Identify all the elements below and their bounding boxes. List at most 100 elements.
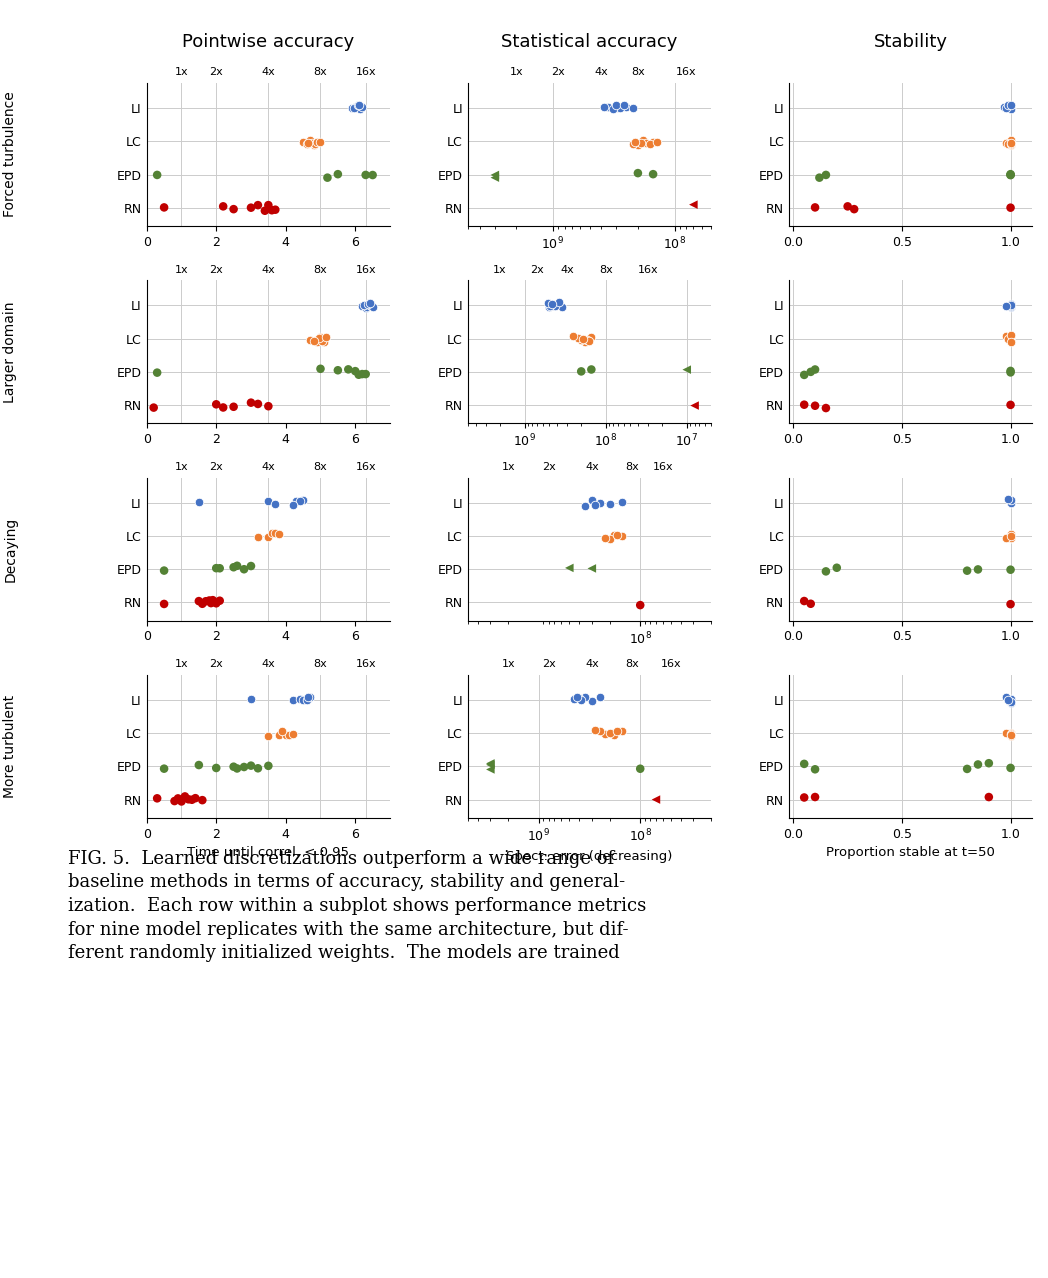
X-axis label: Time until correl. < 0.95: Time until correl. < 0.95 [188, 846, 349, 859]
Point [630, 134, 647, 155]
Text: 1x: 1x [501, 659, 515, 670]
Point [284, 495, 301, 515]
Point [260, 491, 277, 511]
Text: Decaying: Decaying [3, 516, 18, 581]
Point [569, 327, 586, 348]
Point [300, 686, 316, 707]
Point [482, 754, 499, 774]
Point [541, 296, 558, 317]
Point [981, 787, 998, 808]
Point [1002, 134, 1019, 155]
Point [260, 726, 277, 746]
Point [173, 791, 190, 812]
Point [312, 327, 329, 348]
Point [294, 132, 311, 152]
Text: 4x: 4x [262, 659, 276, 670]
Point [1002, 492, 1019, 512]
Point [609, 721, 626, 741]
Point [249, 758, 266, 778]
Point [998, 722, 1014, 743]
Point [1002, 132, 1019, 152]
Point [591, 721, 608, 741]
Point [1002, 726, 1019, 746]
Point [242, 755, 259, 776]
Point [550, 291, 567, 312]
Point [591, 688, 608, 708]
Point [1002, 524, 1019, 544]
Point [614, 492, 631, 512]
Point [146, 397, 162, 418]
Point [267, 493, 284, 514]
Point [486, 167, 503, 188]
Text: 8x: 8x [313, 659, 327, 670]
Point [1002, 528, 1019, 548]
Point [1002, 97, 1019, 118]
Text: 4x: 4x [560, 265, 574, 275]
Point [194, 593, 211, 613]
Point [1002, 164, 1019, 184]
Text: 2x: 2x [551, 68, 565, 78]
Point [183, 790, 200, 810]
Point [191, 755, 208, 776]
Point [795, 364, 812, 385]
Point [149, 165, 166, 185]
Point [606, 525, 623, 546]
Point [998, 98, 1014, 119]
Point [569, 686, 586, 707]
Point [959, 759, 976, 780]
Point [1002, 725, 1019, 745]
Point [649, 132, 665, 152]
Point [482, 753, 499, 773]
Point [486, 165, 503, 185]
Point [578, 330, 595, 350]
Text: 8x: 8x [626, 461, 639, 472]
Text: 2x: 2x [542, 659, 555, 670]
Point [807, 197, 824, 217]
Point [1000, 690, 1017, 711]
Point [583, 359, 599, 380]
Text: FIG. 5.  Learned discretizations outperform a wide range of
baseline methods in : FIG. 5. Learned discretizations outperfo… [68, 850, 647, 962]
Point [349, 97, 366, 118]
Point [625, 98, 641, 119]
Point [197, 590, 214, 611]
Point [361, 294, 377, 314]
Point [307, 134, 324, 155]
Point [632, 594, 649, 615]
Point [685, 194, 702, 215]
Point [318, 327, 334, 348]
Point [305, 331, 322, 351]
Text: Statistical accuracy: Statistical accuracy [501, 33, 678, 51]
Point [354, 364, 371, 385]
Text: 4x: 4x [262, 68, 276, 78]
Point [817, 165, 834, 185]
Point [278, 725, 294, 745]
Point [180, 789, 197, 809]
Point [208, 593, 224, 613]
Point [288, 491, 305, 511]
Point [284, 690, 301, 711]
Point [1002, 758, 1019, 778]
Point [602, 529, 618, 550]
Point [156, 197, 173, 217]
Point [1002, 296, 1019, 317]
Point [156, 560, 173, 580]
Point [597, 725, 614, 745]
Point [678, 359, 695, 380]
Point [574, 328, 591, 349]
Point [291, 689, 308, 709]
Point [581, 331, 597, 351]
Point [998, 326, 1014, 346]
Point [260, 755, 277, 776]
Point [795, 787, 812, 808]
Text: 16x: 16x [355, 461, 376, 472]
Point [1002, 489, 1019, 510]
Point [228, 758, 245, 778]
Point [299, 133, 315, 153]
Text: 8x: 8x [313, 461, 327, 472]
Point [1002, 326, 1019, 346]
Point [242, 392, 259, 413]
Text: 1x: 1x [501, 461, 515, 472]
Point [795, 590, 812, 611]
Text: Forced turbulence: Forced turbulence [3, 92, 18, 217]
Point [204, 590, 221, 611]
